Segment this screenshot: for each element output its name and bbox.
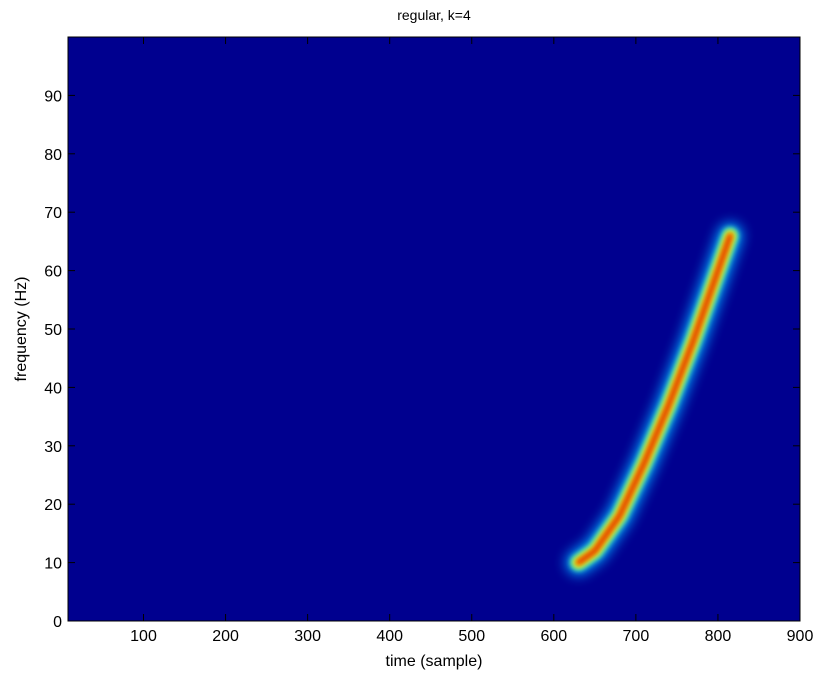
x-tick-label: 300 — [294, 628, 321, 645]
y-tick-label: 60 — [44, 264, 62, 281]
y-tick-label: 90 — [44, 88, 62, 105]
y-tick-label: 50 — [44, 322, 62, 339]
ridge — [575, 232, 734, 566]
x-tick-label: 600 — [540, 628, 567, 645]
y-tick-label: 10 — [44, 556, 62, 573]
y-tick-label: 70 — [44, 205, 62, 222]
x-tick-label: 500 — [458, 628, 485, 645]
y-tick-label: 20 — [44, 497, 62, 514]
y-tick-label: 30 — [44, 439, 62, 456]
ridges — [155, 140, 744, 576]
x-tick-label: 400 — [376, 628, 403, 645]
x-tick-label: 100 — [130, 628, 157, 645]
x-tick-label: 200 — [212, 628, 239, 645]
x-tick-label: 700 — [623, 628, 650, 645]
x-tick-label: 900 — [787, 628, 814, 645]
plot-background — [68, 37, 800, 621]
y-tick-label: 80 — [44, 147, 62, 164]
y-axis-label: frequency (Hz) — [13, 277, 30, 382]
chart-title: regular, k=4 — [397, 7, 471, 23]
y-tick-label: 0 — [53, 614, 62, 631]
x-tick-label: 800 — [705, 628, 732, 645]
y-tick-label: 40 — [44, 380, 62, 397]
x-axis-label: time (sample) — [386, 653, 483, 670]
